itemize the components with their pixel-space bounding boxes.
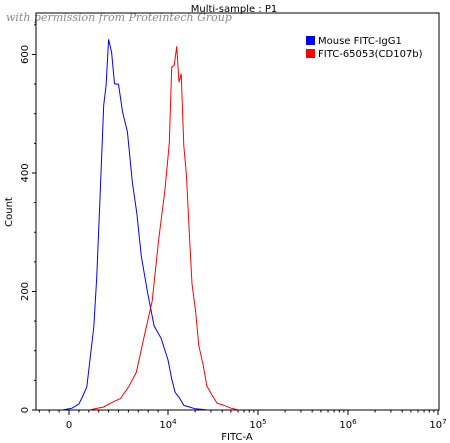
x-tick-label: 107 bbox=[429, 418, 446, 431]
legend-label-1: Mouse FITC-IgG1 bbox=[318, 36, 402, 47]
y-tick-label: 600 bbox=[20, 45, 31, 64]
x-tick-label: 104 bbox=[159, 418, 177, 431]
y-tick-label: 0 bbox=[20, 407, 31, 413]
legend: Mouse FITC-IgG1 FITC-65053(CD107b) bbox=[306, 36, 423, 60]
series-line-1 bbox=[62, 39, 209, 411]
y-tick-label: 200 bbox=[20, 282, 31, 301]
x-tick-label: 105 bbox=[249, 418, 266, 431]
series-layer bbox=[62, 39, 240, 411]
legend-label-2: FITC-65053(CD107b) bbox=[318, 49, 423, 60]
y-tick-label: 400 bbox=[20, 163, 31, 182]
y-axis-label: Count bbox=[4, 197, 15, 227]
x-axis-label: FITC-A bbox=[221, 432, 253, 443]
watermark-text: with permission from Proteintech Group bbox=[6, 11, 232, 24]
x-tick-label: 0 bbox=[66, 420, 72, 431]
series-line-2 bbox=[88, 46, 240, 411]
x-tick-label: 106 bbox=[339, 418, 357, 431]
chart-title: Multi-sample : P1 bbox=[191, 4, 278, 15]
legend-swatch-2 bbox=[306, 49, 315, 58]
legend-swatch-1 bbox=[306, 36, 315, 45]
ticks-layer: 0 200 400 600 0 104 105 106 107 bbox=[20, 24, 447, 431]
